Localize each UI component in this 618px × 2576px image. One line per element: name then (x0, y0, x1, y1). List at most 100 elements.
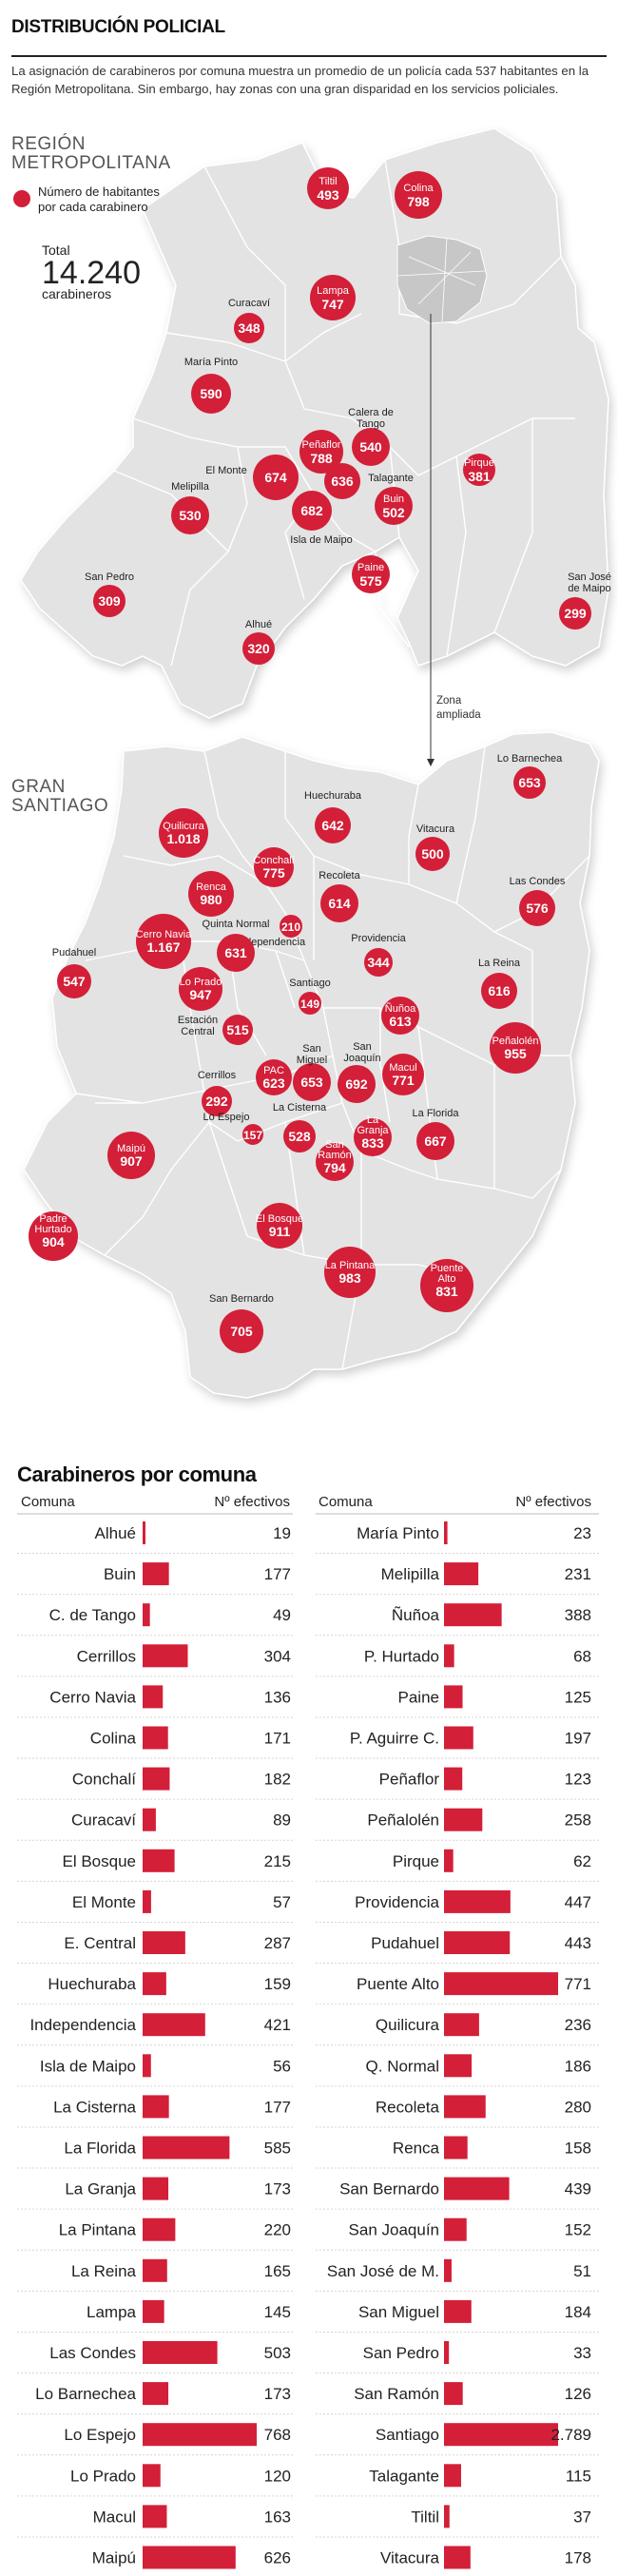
bar-value-left-la-cisterna: 177 (264, 2098, 291, 2116)
bar-left-lampa (143, 2299, 164, 2323)
bar-value-right-san-jose-de-m: 51 (573, 2262, 591, 2280)
santiago-bubble-name-san-miguel: San (302, 1043, 321, 1055)
bar-label-right-pirque: Pirque (393, 1852, 439, 1870)
bar-value-left-lo-prado: 120 (264, 2467, 291, 2485)
bar-label-right-vitacura: Vitacura (380, 2549, 440, 2567)
bar-label-left-la-florida: La Florida (64, 2140, 136, 2158)
bar-value-right-recoleta: 280 (565, 2098, 591, 2116)
bar-left-independencia (143, 2013, 205, 2037)
bar-label-left-lo-barnechea: Lo Barnechea (35, 2385, 136, 2403)
santiago-bubble-el-bosque (257, 1203, 302, 1249)
santiago-bubble-name-maipu: Maipú (117, 1143, 145, 1154)
bar-label-right-p-aguirre-c: P. Aguirre C. (350, 1730, 439, 1748)
region-bubble-value-lampa: 747 (321, 297, 344, 312)
region-bubble-name-lampa: Lampa (317, 285, 350, 297)
bar-label-right-san-bernardo: San Bernardo (339, 2180, 439, 2198)
santiago-bubble-estacion-central (222, 1015, 253, 1045)
header-left-col-comuna: Comuna (21, 1494, 75, 1510)
bar-left-cerro-navia (143, 1685, 164, 1709)
santiago-bubble-bubble-631 (217, 934, 255, 972)
region-bubble-name-isla-de-maipo: Isla de Maipo (290, 534, 352, 546)
bar-value-left-independencia: 421 (264, 2016, 291, 2034)
bar-right-tiltil (444, 2505, 450, 2528)
header-left-col-efectivos: Nº efectivos (214, 1494, 290, 1510)
santiago-bubble-conchali (254, 847, 294, 887)
bar-label-left-curacavi: Curacaví (71, 1811, 136, 1830)
santiago-bubble-name-el-bosque: El Bosque (256, 1213, 303, 1225)
bar-right-p-hurtado (444, 1644, 454, 1668)
santiago-bubble-name-recoleta: Recoleta (319, 870, 360, 881)
bar-label-right-quilicura: Quilicura (376, 2016, 440, 2034)
region-bubble-name-san-jose-de-maipo: San José (568, 571, 611, 583)
region-bubble-value-alhue: 320 (247, 641, 270, 656)
bar-left-colina (143, 1726, 168, 1750)
total-unit: carabineros (42, 286, 111, 301)
bar-label-left-c-de-tango: C. de Tango (49, 1606, 136, 1624)
bar-left-la-cisterna (143, 2095, 169, 2119)
bar-right-maria-pinto (444, 1521, 448, 1544)
bar-right-renca (444, 2136, 468, 2160)
maps-svg: Zona ampliada REGIÓN METROPOLITANA Númer… (11, 127, 611, 1399)
santiago-bubble-value-san-ramon: 794 (323, 1160, 346, 1175)
bar-right-nunoa (444, 1603, 502, 1627)
region-bubble-name-penaflor: Peñaflor (302, 439, 341, 451)
bar-right-pudahuel (444, 1931, 511, 1954)
santiago-bubble-value-la-granja: 833 (361, 1135, 384, 1151)
santiago-bubble-value-la-florida: 667 (424, 1133, 447, 1149)
bar-label-left-lo-espejo: Lo Espejo (64, 2426, 136, 2444)
santiago-bubble-independencia (280, 915, 302, 938)
bar-label-left-e-central: E. Central (64, 1934, 136, 1952)
santiago-bubble-name-san-joaquin: San (353, 1041, 372, 1053)
bar-right-quilicura (444, 2013, 479, 2037)
santiago-bubbles: 653 Lo Barnechea 642 Huechuraba 500 Vitacura Q… (29, 753, 566, 1353)
santiago-bubble-value-padre-hurtado: 904 (42, 1234, 65, 1249)
total-value: 14.240 (42, 255, 141, 291)
santiago-bubble-value-las-condes: 576 (526, 901, 549, 916)
santiago-bubble-cerrillos (202, 1086, 232, 1116)
bar-label-left-buin: Buin (104, 1565, 136, 1583)
santiago-bubble-name-estacion-central: Estación (178, 1015, 218, 1026)
bar-right-puente-alto (444, 1972, 558, 1996)
bar-value-left-lo-barnechea: 173 (264, 2385, 291, 2403)
total-label: Total (42, 242, 70, 258)
bar-label-right-recoleta: Recoleta (376, 2098, 440, 2116)
bar-left-alhue (143, 1521, 145, 1544)
santiago-bubble-name-san-bernardo: San Bernardo (209, 1293, 274, 1305)
bar-label-left-la-granja: La Granja (65, 2180, 136, 2198)
santiago-bubble-name-nunoa: Ñuñoa (385, 1002, 416, 1015)
bar-right-melipilla (444, 1562, 479, 1586)
bar-label-right-puente-alto: Puente Alto (357, 1975, 439, 1993)
bar-label-right-penaflor: Peñaflor (379, 1771, 440, 1789)
santiago-bubble-quilicura (159, 808, 208, 858)
bar-left-cerrillos (143, 1644, 188, 1668)
region-bubble-name-colina: Colina (403, 183, 434, 194)
region-bubble-calera-de-tango (352, 428, 390, 466)
bar-left-macul (143, 2505, 167, 2528)
region-bubble-name-maria-pinto: María Pinto (184, 357, 238, 368)
bar-value-left-colina: 171 (264, 1730, 291, 1748)
zona-arrow-head (427, 759, 435, 766)
santiago-bubble-name-pac: PAC (263, 1065, 284, 1076)
bar-left-lo-barnechea (143, 2382, 169, 2406)
bar-label-right-renca: Renca (393, 2140, 440, 2158)
santiago-bubble-value-recoleta: 614 (328, 896, 351, 911)
bar-right-paine (444, 1685, 463, 1709)
santiago-bubble-value-bubble-631: 631 (224, 945, 247, 960)
bar-label-left-independencia: Independencia (29, 2016, 136, 2034)
santiago-label-2: SANTIAGO (11, 796, 108, 816)
santiago-bubble-padre-hurtado (29, 1211, 78, 1261)
region-bubble-name-san-pedro: San Pedro (85, 571, 134, 583)
region-bubble-value-pirque: 381 (468, 469, 491, 484)
region-bubble-name-san-jose-de-maipo: de Maipo (568, 583, 610, 594)
bar-value-right-maria-pinto: 23 (573, 1524, 591, 1542)
santiago-bubble-name-la-reina: La Reina (478, 958, 521, 969)
region-label-2: METROPOLITANA (11, 153, 171, 173)
bar-left-el-bosque (143, 1849, 175, 1872)
bar-value-left-maipu: 626 (264, 2549, 291, 2567)
bar-value-left-la-florida: 585 (264, 2140, 291, 2158)
intro-text: La asignación de carabineros por comuna … (11, 64, 589, 96)
region-bubble-curacavi (234, 313, 264, 343)
region-bubble-name-calera-de-tango: Calera de (348, 407, 394, 418)
bar-value-right-renca: 158 (565, 2140, 591, 2158)
bar-label-left-la-reina: La Reina (71, 2262, 137, 2280)
